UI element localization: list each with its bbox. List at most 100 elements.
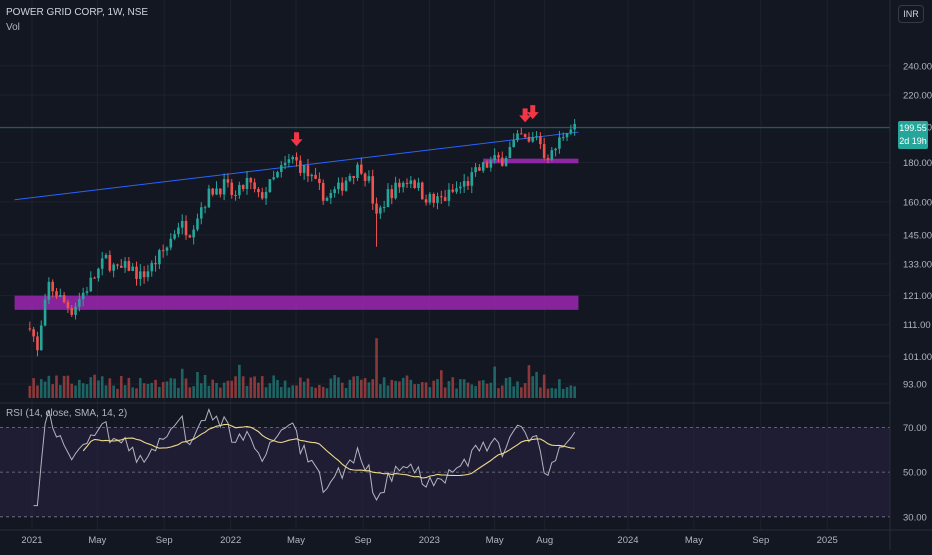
volume-bar (306, 378, 310, 398)
volume-bar (386, 385, 390, 398)
volume-bar (279, 387, 283, 398)
volume-bar (333, 375, 336, 398)
candle-body (241, 184, 245, 190)
candle-body (394, 182, 397, 199)
volume-bar (489, 382, 493, 398)
volume-bar (28, 385, 32, 398)
volume-bar (565, 387, 569, 398)
volume-bar (546, 388, 550, 398)
volume-bar (409, 379, 413, 398)
candle-body (116, 264, 119, 266)
candle-body (100, 258, 104, 269)
candle-body (222, 179, 226, 195)
candle-body (306, 165, 310, 177)
candle-body (497, 155, 500, 158)
candle-body (283, 162, 287, 166)
candle-body (340, 182, 344, 191)
candle-body (367, 176, 371, 181)
candle-body (413, 180, 416, 189)
volume-bar (192, 386, 195, 398)
volume-bar (131, 387, 134, 398)
candle-body (192, 229, 195, 238)
volume-bar (497, 388, 500, 398)
volume-bar (123, 385, 127, 398)
volume-bar (337, 377, 340, 398)
volume-bar (100, 376, 104, 398)
candle-body (539, 136, 542, 145)
candle-body (59, 295, 62, 297)
volume-bar (180, 368, 184, 398)
volume-bar (215, 382, 218, 398)
rsi-sma-line (82, 423, 575, 479)
candle-body (462, 181, 466, 187)
volume-bar (466, 382, 470, 398)
rsi-tick-label: 70.00 (903, 423, 927, 434)
candle-body (257, 189, 260, 193)
volume-bar (569, 385, 573, 398)
rsi-pane (0, 408, 890, 518)
candle-body (264, 191, 268, 199)
candle-body (466, 181, 470, 186)
candle-body (78, 299, 81, 307)
volume-bar (222, 382, 226, 398)
candle-body (569, 129, 573, 134)
candle-body (203, 207, 207, 209)
currency-button[interactable]: INR (898, 5, 924, 23)
candle-body (173, 234, 176, 239)
price-tick-label: 145.00 (903, 230, 932, 241)
volume-bar (344, 387, 348, 398)
volume-bar (146, 383, 150, 398)
chart-title: POWER GRID CORP, 1W, NSE (6, 7, 149, 18)
candle-body (512, 140, 515, 148)
volume-bar (417, 383, 420, 398)
candle-body (481, 162, 485, 171)
volume-bar (264, 387, 268, 398)
candle-body (405, 182, 409, 184)
time-tick-label: Sep (752, 535, 769, 546)
candle-body (28, 328, 32, 330)
volume-bar (440, 370, 443, 398)
volume-bar (451, 377, 455, 398)
volume-bar (268, 383, 272, 398)
candle-body (127, 261, 131, 271)
time-tick-label: Sep (354, 535, 371, 546)
candle-body (139, 271, 142, 279)
volume-bar (291, 385, 295, 398)
candle-body (573, 123, 576, 130)
price-tick-label: 101.00 (903, 352, 932, 363)
volume-bar (359, 379, 363, 398)
volume-bar (371, 379, 375, 398)
candle-body (93, 277, 96, 279)
volume-bar (310, 386, 314, 398)
volume-bar (116, 388, 119, 398)
volume-bar (234, 376, 237, 398)
candle-body (436, 196, 439, 203)
candle-body (268, 179, 272, 192)
volume-bar (207, 385, 211, 398)
candle-body (398, 182, 401, 188)
candle-body (169, 238, 173, 248)
volume-bar (474, 386, 477, 398)
candle-body (97, 268, 100, 279)
down-arrow (526, 105, 539, 120)
last-price-tag: 199.55 2d 19h (898, 121, 928, 149)
volume-bar (512, 386, 515, 398)
candle-body (165, 247, 169, 251)
volume-bar (272, 375, 275, 398)
volume-bar (539, 387, 542, 398)
time-tick-label: May (88, 535, 106, 546)
volume-bar (520, 387, 523, 398)
volume-bar (447, 381, 451, 398)
candle-body (550, 150, 554, 160)
candle-body (558, 137, 561, 149)
candle-body (356, 164, 359, 179)
volume-bar (390, 379, 394, 398)
volume-bar (196, 371, 199, 398)
candle-body (379, 207, 382, 214)
candle-body (401, 182, 405, 188)
time-tick-label: 2025 (817, 535, 838, 546)
candle-body (554, 148, 557, 151)
candle-body (447, 189, 451, 201)
